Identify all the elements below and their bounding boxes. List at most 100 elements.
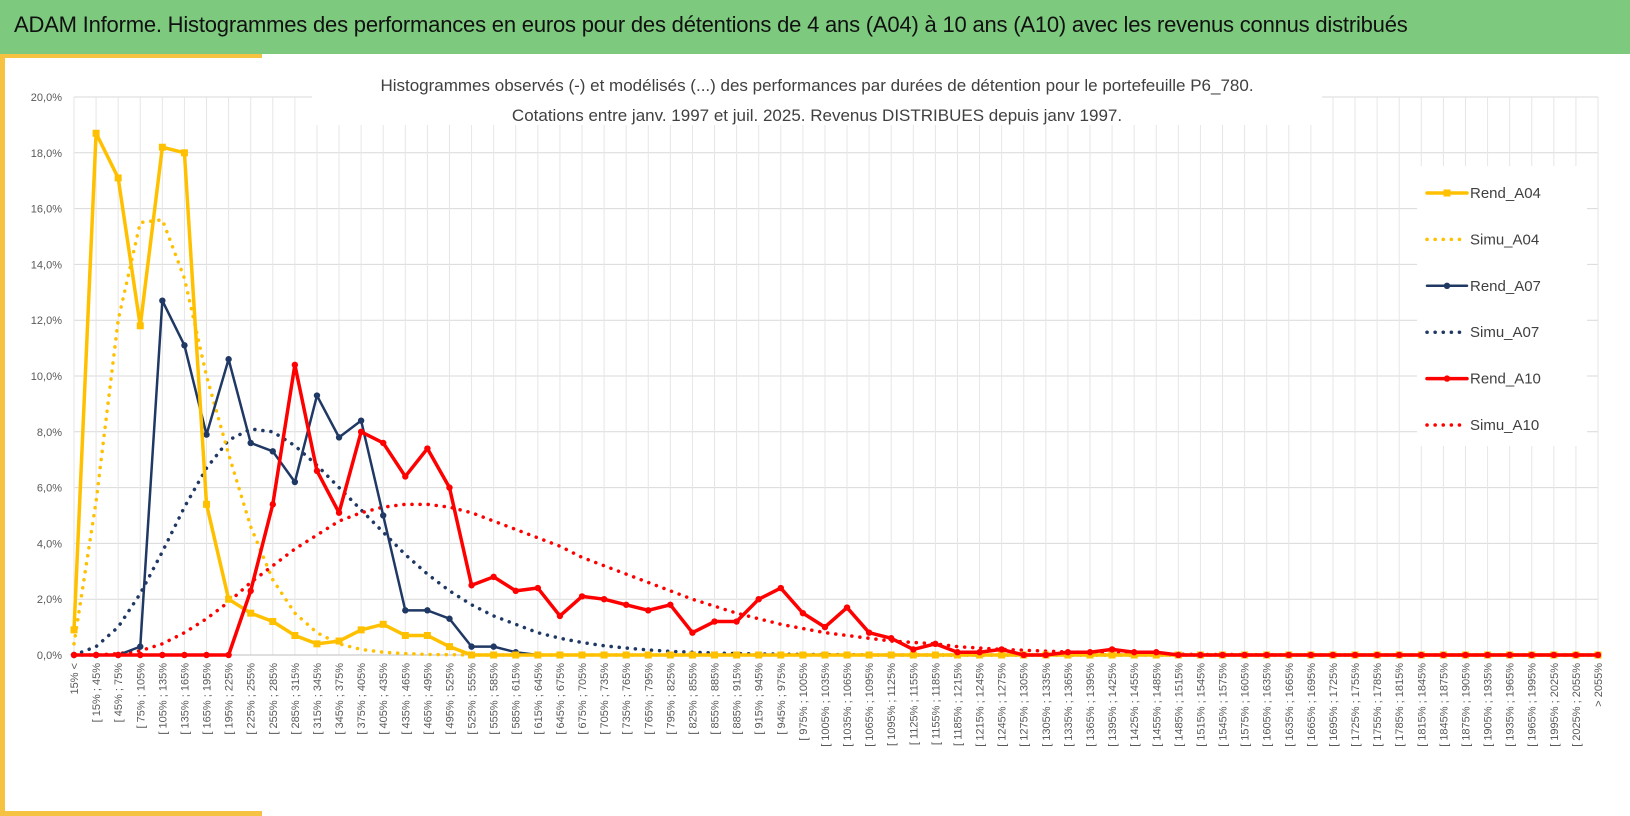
x-tick-label: [ 765% ; 795% bbox=[643, 663, 655, 735]
data-point-rend-a10 bbox=[932, 640, 939, 648]
data-point-rend-a10 bbox=[335, 509, 343, 516]
y-tick-label: 10,0% bbox=[31, 371, 62, 383]
x-tick-label: [ 15% ; 45% bbox=[91, 663, 103, 723]
x-tick-label: [ 975% ; 1005% bbox=[798, 663, 810, 741]
data-point-rend-a04 bbox=[998, 651, 1006, 659]
series-lines bbox=[70, 129, 1602, 659]
series-line-simu-a04 bbox=[72, 218, 1600, 657]
x-tick-label: [ 1515% ; 1545% bbox=[1195, 663, 1207, 747]
data-point-rend-a10 bbox=[92, 651, 100, 659]
x-tick-label: [ 195% ; 225% bbox=[224, 663, 236, 735]
data-point-rend-a10 bbox=[843, 604, 851, 611]
data-point-rend-a10 bbox=[424, 445, 431, 452]
data-point-rend-a07 bbox=[490, 643, 497, 650]
data-point-rend-a10 bbox=[114, 651, 122, 659]
legend-label-simu-a04: Simu_A04 bbox=[1470, 231, 1539, 248]
data-point-rend-a04 bbox=[136, 322, 144, 330]
data-point-rend-a04 bbox=[909, 651, 917, 659]
data-point-rend-a10 bbox=[1594, 651, 1602, 659]
data-point-rend-a04 bbox=[688, 651, 696, 659]
data-point-rend-a10 bbox=[291, 361, 299, 369]
data-point-rend-a04 bbox=[401, 631, 409, 639]
data-point-rend-a10 bbox=[1550, 651, 1558, 659]
data-point-rend-a10 bbox=[1042, 651, 1050, 659]
data-point-rend-a04 bbox=[203, 500, 211, 508]
data-point-rend-a04 bbox=[777, 651, 785, 659]
data-point-rend-a10 bbox=[1263, 651, 1270, 659]
x-tick-label: [ 1155% ; 1185% bbox=[930, 663, 942, 745]
accent-bar-left bbox=[0, 54, 5, 816]
x-tick-label: [ 375% ; 405% bbox=[356, 663, 368, 735]
series-line-rend-a10 bbox=[72, 363, 1600, 657]
y-tick-label: 18,0% bbox=[31, 148, 62, 160]
x-tick-label: [ 1545% ; 1575% bbox=[1218, 663, 1230, 747]
x-tick-label: [ 705% ; 735% bbox=[599, 663, 611, 735]
data-point-rend-a10 bbox=[159, 651, 166, 659]
x-tick-label: [ 1995% ; 2025% bbox=[1549, 663, 1561, 747]
accent-bar-top bbox=[0, 54, 262, 58]
data-point-rend-a10 bbox=[1329, 651, 1337, 659]
x-tick-label: [ 1935% ; 1965% bbox=[1505, 663, 1517, 747]
x-tick-label: [ 585% ; 615% bbox=[511, 663, 523, 735]
y-tick-label: 6,0% bbox=[37, 483, 62, 495]
data-point-rend-a10 bbox=[1396, 651, 1403, 659]
data-point-rend-a10 bbox=[777, 584, 784, 592]
data-point-rend-a10 bbox=[313, 467, 321, 475]
data-point-rend-a10 bbox=[976, 649, 983, 656]
data-point-rend-a07 bbox=[203, 431, 210, 438]
data-point-rend-a07 bbox=[446, 615, 453, 622]
data-point-rend-a04 bbox=[225, 595, 233, 603]
data-point-rend-a04 bbox=[313, 640, 321, 648]
data-point-rend-a10 bbox=[954, 649, 961, 656]
legend-label-rend-a07: Rend_A07 bbox=[1470, 278, 1541, 295]
x-tick-label: [ 2025% ; 2055% bbox=[1571, 663, 1583, 747]
accent-bar-bottom bbox=[0, 811, 262, 816]
data-point-rend-a04 bbox=[887, 651, 895, 659]
data-point-rend-a07 bbox=[380, 512, 387, 519]
data-point-rend-a04 bbox=[755, 651, 763, 659]
x-tick-label: [ 1125% ; 1155% bbox=[908, 663, 920, 745]
data-point-rend-a04 bbox=[70, 626, 78, 634]
x-tick-label: [ 1695% ; 1725% bbox=[1328, 663, 1340, 747]
data-point-rend-a10 bbox=[998, 646, 1005, 653]
x-tick-label: [ 1965% ; 1995% bbox=[1527, 663, 1539, 747]
data-point-rend-a07 bbox=[137, 643, 144, 650]
x-tick-label: [ 555% ; 585% bbox=[489, 663, 501, 735]
data-point-rend-a10 bbox=[1108, 646, 1116, 653]
data-point-rend-a10 bbox=[1373, 651, 1381, 659]
legend-marker-rend-a10 bbox=[1443, 375, 1451, 382]
data-point-rend-a10 bbox=[1285, 651, 1292, 659]
series-line-rend-a07 bbox=[72, 299, 1600, 657]
x-tick-label: [ 225% ; 255% bbox=[246, 663, 258, 735]
data-point-rend-a10 bbox=[1241, 651, 1248, 659]
chart-subtitle: Cotations entre janv. 1997 et juil. 2025… bbox=[512, 106, 1122, 125]
data-point-rend-a10 bbox=[512, 587, 519, 595]
x-tick-label: [ 255% ; 285% bbox=[268, 663, 280, 735]
x-tick-label: [ 1305% ; 1335% bbox=[1041, 663, 1053, 747]
data-point-rend-a04 bbox=[622, 651, 630, 659]
data-point-rend-a10 bbox=[468, 582, 475, 589]
data-point-rend-a10 bbox=[1197, 651, 1204, 659]
data-point-rend-a04 bbox=[578, 651, 586, 659]
data-point-rend-a07 bbox=[269, 448, 276, 455]
data-point-rend-a04 bbox=[269, 618, 277, 626]
data-point-rend-a10 bbox=[181, 651, 188, 659]
data-point-rend-a10 bbox=[1175, 651, 1182, 659]
x-tick-label: [ 45% ; 75% bbox=[113, 663, 125, 723]
data-point-rend-a10 bbox=[556, 612, 564, 620]
x-tick-label: [ 615% ; 645% bbox=[533, 663, 545, 735]
x-tick-label: [ 675% ; 705% bbox=[577, 663, 589, 735]
x-tick-label: [ 795% ; 825% bbox=[665, 663, 677, 735]
series-line-simu-a07 bbox=[72, 427, 1600, 657]
legend-label-simu-a10: Simu_A10 bbox=[1470, 417, 1539, 434]
data-point-rend-a07 bbox=[247, 439, 254, 447]
legend-label-rend-a10: Rend_A10 bbox=[1470, 371, 1541, 388]
x-tick-label: [ 495% ; 525% bbox=[444, 663, 456, 735]
data-point-rend-a10 bbox=[1572, 651, 1580, 659]
data-point-rend-a04 bbox=[423, 631, 431, 639]
data-point-rend-a07 bbox=[424, 607, 431, 614]
data-point-rend-a10 bbox=[1528, 651, 1535, 659]
page-title: ADAM Informe. Histogrammes des performan… bbox=[14, 12, 1408, 37]
y-tick-label: 20,0% bbox=[31, 92, 62, 104]
data-point-rend-a04 bbox=[666, 651, 674, 659]
